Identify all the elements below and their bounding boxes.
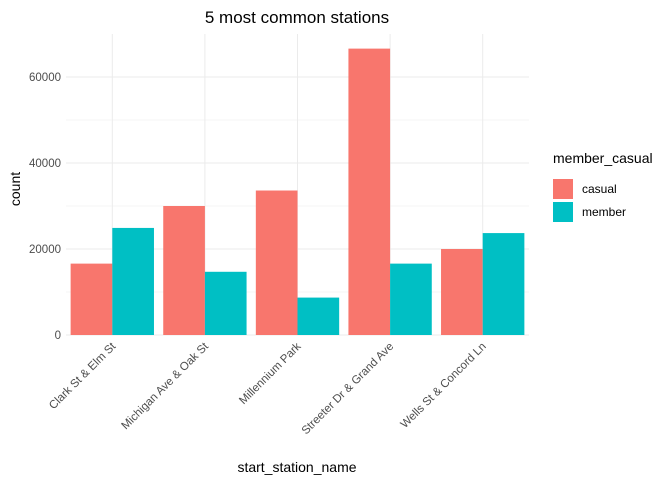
- bar-casual: [255, 190, 298, 335]
- x-tick-label: Millennium Park: [237, 340, 304, 407]
- bar-casual: [163, 206, 205, 335]
- y-tick-label: 20000: [29, 244, 61, 256]
- bar-member: [297, 297, 340, 335]
- legend-key-member: [553, 202, 573, 222]
- bar-member: [204, 271, 247, 335]
- bar-casual: [441, 249, 483, 335]
- x-tick-labels: Clark St & Elm St Michigan Ave & Oak St Mi…: [47, 340, 489, 437]
- legend-label: member: [582, 205, 626, 219]
- chart-title: 5 most common stations: [205, 8, 389, 27]
- bar-member: [482, 233, 525, 335]
- legend: member_casual casual member: [553, 150, 653, 222]
- legend-label: casual: [582, 182, 617, 196]
- y-tick-label: 0: [55, 330, 61, 342]
- bar-casual: [70, 263, 113, 335]
- bar-member: [112, 227, 154, 335]
- bars: [70, 48, 525, 336]
- bar-member: [390, 263, 432, 335]
- y-tick-labels: 0 20000 40000 60000: [29, 72, 61, 342]
- legend-key-casual: [553, 179, 573, 199]
- x-tick-label: Clark St & Elm St: [47, 340, 119, 412]
- x-axis-title: start_station_name: [237, 459, 356, 475]
- x-tick-label: Michigan Ave & Oak St: [120, 340, 212, 432]
- y-tick-label: 60000: [29, 72, 61, 84]
- legend-title: member_casual: [553, 150, 653, 166]
- y-axis-title: count: [7, 172, 23, 206]
- bar-casual: [348, 48, 391, 336]
- y-tick-label: 40000: [29, 158, 61, 170]
- x-tick-label: Streeter Dr & Grand Ave: [300, 341, 396, 437]
- x-tick-label: Wells St & Concord Ln: [399, 341, 489, 431]
